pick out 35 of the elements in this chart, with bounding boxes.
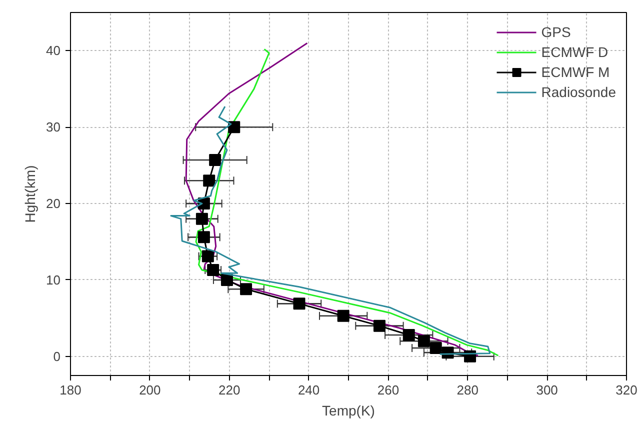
line-series xyxy=(170,106,491,355)
x-tick-label: 180 xyxy=(60,382,82,398)
x-tick-label: 200 xyxy=(139,382,161,398)
x-tick-label: 260 xyxy=(377,382,400,398)
legend-label: GPS xyxy=(541,24,571,40)
y-tick-label: 30 xyxy=(46,120,61,135)
y-tick-label: 20 xyxy=(46,196,61,212)
legend-label: ECMWF M xyxy=(541,64,610,80)
point xyxy=(293,298,306,310)
legend-label: ECMWF D xyxy=(541,44,608,60)
point xyxy=(430,342,442,354)
point xyxy=(337,310,350,322)
point xyxy=(209,154,222,166)
point xyxy=(402,328,415,341)
point xyxy=(202,250,214,262)
point xyxy=(240,283,252,296)
point xyxy=(203,174,216,187)
point xyxy=(220,274,233,286)
x-tick-label: 320 xyxy=(616,382,638,398)
y-tick-label: 0 xyxy=(53,348,61,364)
y-tick-label: 10 xyxy=(46,272,61,288)
y-axis-title: Hght(km) xyxy=(22,165,38,223)
legend-label: Radiosonde xyxy=(541,84,616,100)
point xyxy=(418,335,430,348)
point xyxy=(198,231,210,244)
y-tick-label: 40 xyxy=(46,43,61,58)
point xyxy=(207,264,220,276)
x-tick-label: 300 xyxy=(536,382,558,398)
point xyxy=(228,121,240,134)
x-tick-label: 220 xyxy=(218,382,240,398)
x-tick-label: 280 xyxy=(456,382,478,398)
x-axis-title: Temp(K) xyxy=(322,402,375,418)
point xyxy=(373,320,386,332)
point xyxy=(196,212,208,225)
x-tick-label: 240 xyxy=(298,382,320,398)
